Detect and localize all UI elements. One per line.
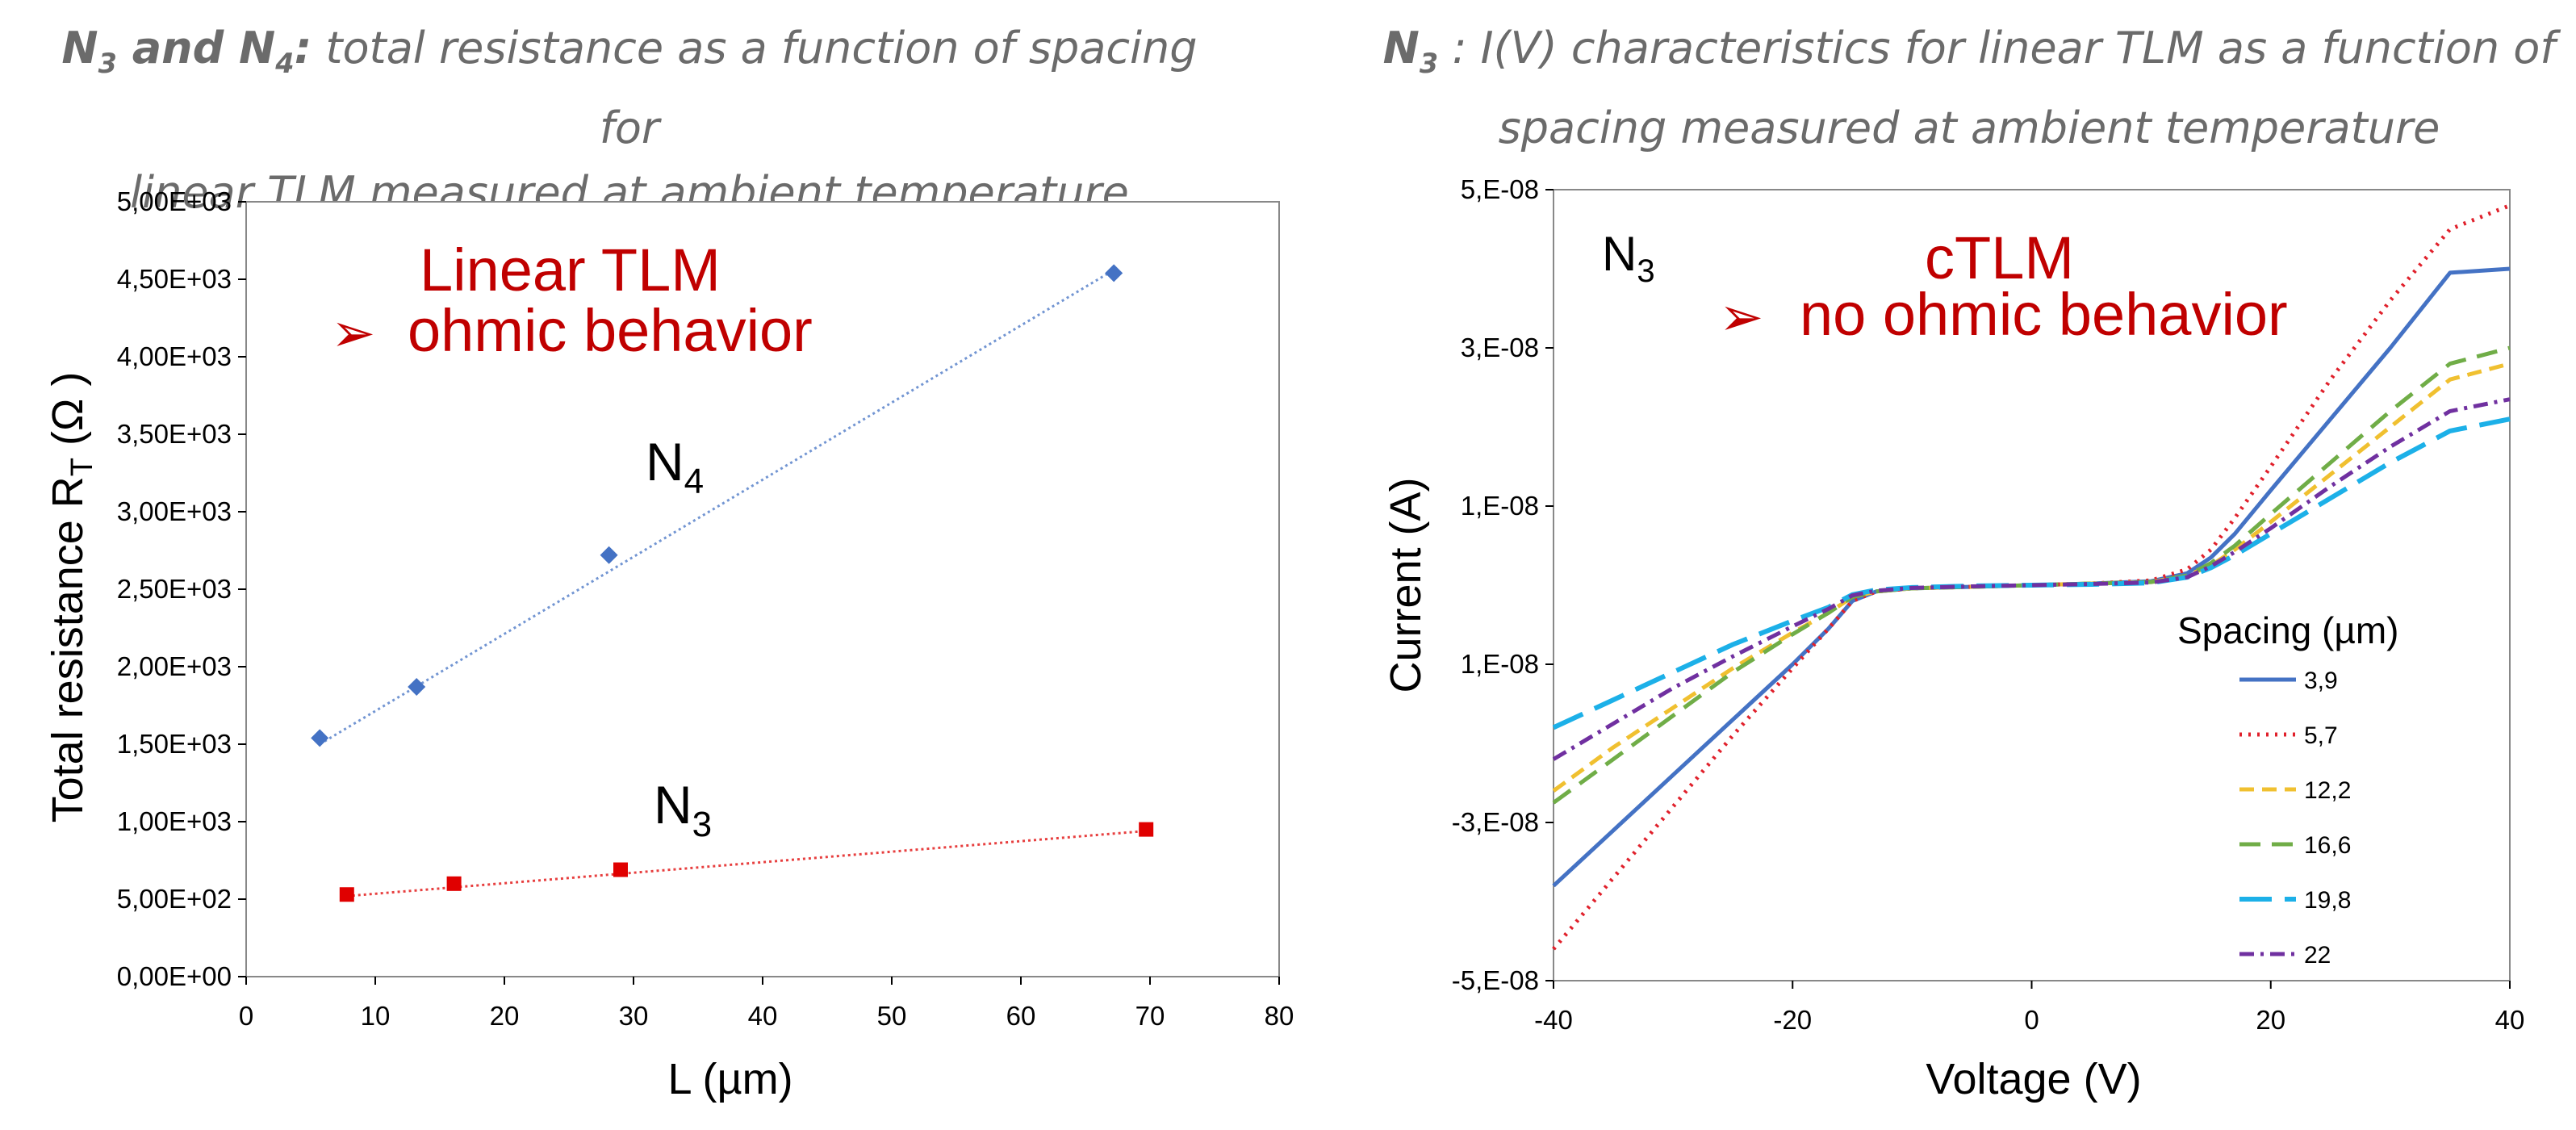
data-point-square — [446, 876, 462, 891]
left-y-tick-label: 2,00E+03 — [117, 651, 232, 681]
right-panel-title: N3 : I(V) characteristics for linear TLM… — [1372, 16, 2566, 161]
left-y-tick-label: 4,00E+03 — [117, 341, 232, 371]
data-point-square — [613, 862, 628, 877]
left-y-tick-label: 5,00E+03 — [117, 186, 232, 216]
iv-characteristics-chart: -5,E-08 -3,E-08 1,E-08 1,E-08 3,E-08 5,E-08 -4… — [1382, 174, 2525, 1103]
legend-entry-label: 5,7 — [2304, 722, 2338, 749]
left-x-tick-label: 60 — [1006, 1001, 1036, 1031]
left-annotation-text: ohmic behavior — [408, 297, 813, 364]
left-x-tick-label: 0 — [239, 1001, 253, 1031]
legend-entry-label: 12,2 — [2304, 777, 2351, 804]
right-y-tick-label: 5,E-08 — [1461, 174, 1539, 204]
trendline-series-1 — [346, 830, 1147, 898]
left-y-tick-label: 3,00E+03 — [117, 496, 232, 526]
left-y-tick-label: 4,50E+03 — [117, 264, 232, 294]
right-y-tick-label: -5,E-08 — [1452, 965, 1539, 995]
left-panel-title: N3 and N4: total resistance as a functio… — [48, 16, 1211, 225]
right-x-tick-label: 40 — [2495, 1005, 2525, 1035]
left-x-tick-label: 50 — [877, 1001, 907, 1031]
left-y-tick-label: 1,00E+03 — [117, 806, 232, 836]
right-x-tick-label: 20 — [2256, 1005, 2285, 1035]
legend-entry-label: 22 — [2304, 942, 2331, 969]
trendline-series-0 — [319, 269, 1114, 746]
right-x-tick-label: -20 — [1773, 1005, 1812, 1035]
right-annotation-arrow: ➢ — [1719, 287, 1763, 346]
left-y-tick-label: 2,50E+03 — [117, 574, 232, 604]
left-x-tick-label: 10 — [361, 1001, 391, 1031]
left-annotation-arrow: ➢ — [331, 303, 375, 362]
left-title-line1: N3 and N4: total resistance as a functio… — [61, 23, 1198, 153]
iv-curve-3 — [1552, 345, 2511, 805]
data-point-square — [1139, 822, 1154, 837]
data-point-diamond — [600, 546, 618, 564]
left-x-tick-label: 20 — [490, 1001, 520, 1031]
left-x-tick-label: 30 — [619, 1001, 649, 1031]
left-annotation-title: Linear TLM — [420, 236, 721, 303]
left-x-tick-label: 70 — [1135, 1001, 1165, 1031]
data-point-diamond — [311, 729, 329, 747]
data-point-square — [339, 887, 354, 902]
legend-entry-label: 19,8 — [2304, 887, 2351, 914]
left-x-axis-label: L (µm) — [667, 1055, 792, 1103]
right-x-axis-label: Voltage (V) — [1926, 1055, 2141, 1103]
right-x-tick-label: -40 — [1534, 1005, 1573, 1035]
right-annotation-text: no ohmic behavior — [1800, 281, 2288, 348]
iv-curve-2 — [1552, 362, 2511, 793]
right-annotation-title: cTLM — [1925, 224, 2074, 291]
iv-curve-5 — [1552, 397, 2511, 761]
iv-curve-4 — [1552, 416, 2511, 730]
left-x-tick-label: 40 — [748, 1001, 778, 1031]
right-title-line1: N3 : I(V) characteristics for linear TLM… — [1382, 23, 2556, 79]
left-y-tick-label: 5,00E+02 — [117, 884, 232, 914]
resistance-vs-spacing-chart: 0,00E+00 5,00E+02 1,00E+03 1,50E+03 2,00E+03… — [44, 186, 1294, 1103]
series-label-n3: N3 — [654, 775, 712, 844]
right-y-tick-label: 1,E-08 — [1461, 491, 1539, 521]
left-plot-area — [245, 201, 1280, 977]
data-point-diamond — [1105, 264, 1123, 282]
legend: 3,9 5,7 12,2 16,6 19,8 22 — [2239, 668, 2351, 969]
legend-entry-label: 3,9 — [2304, 668, 2338, 694]
right-sample-label: N3 — [1602, 227, 1655, 289]
data-point-diamond — [408, 677, 426, 696]
right-y-tick-label: 3,E-08 — [1461, 333, 1539, 362]
legend-title: Spacing (µm) — [2177, 609, 2398, 651]
legend-entry-label: 16,6 — [2304, 832, 2351, 859]
right-y-axis-label: Current (A) — [1382, 477, 1430, 693]
left-y-tick-label: 0,00E+00 — [117, 961, 232, 991]
right-y-tick-label: 1,E-08 — [1461, 649, 1539, 679]
left-y-axis-label: Total resistance RT (Ω ) — [44, 372, 99, 823]
right-title-line2: spacing measured at ambient temperature — [1498, 102, 2440, 153]
series-label-n4: N4 — [646, 432, 704, 501]
right-y-tick-label: -3,E-08 — [1452, 807, 1539, 837]
right-x-tick-label: 0 — [2024, 1005, 2039, 1035]
left-y-tick-label: 3,50E+03 — [117, 419, 232, 449]
left-y-tick-label: 1,50E+03 — [117, 729, 232, 759]
left-x-tick-label: 80 — [1265, 1001, 1294, 1031]
